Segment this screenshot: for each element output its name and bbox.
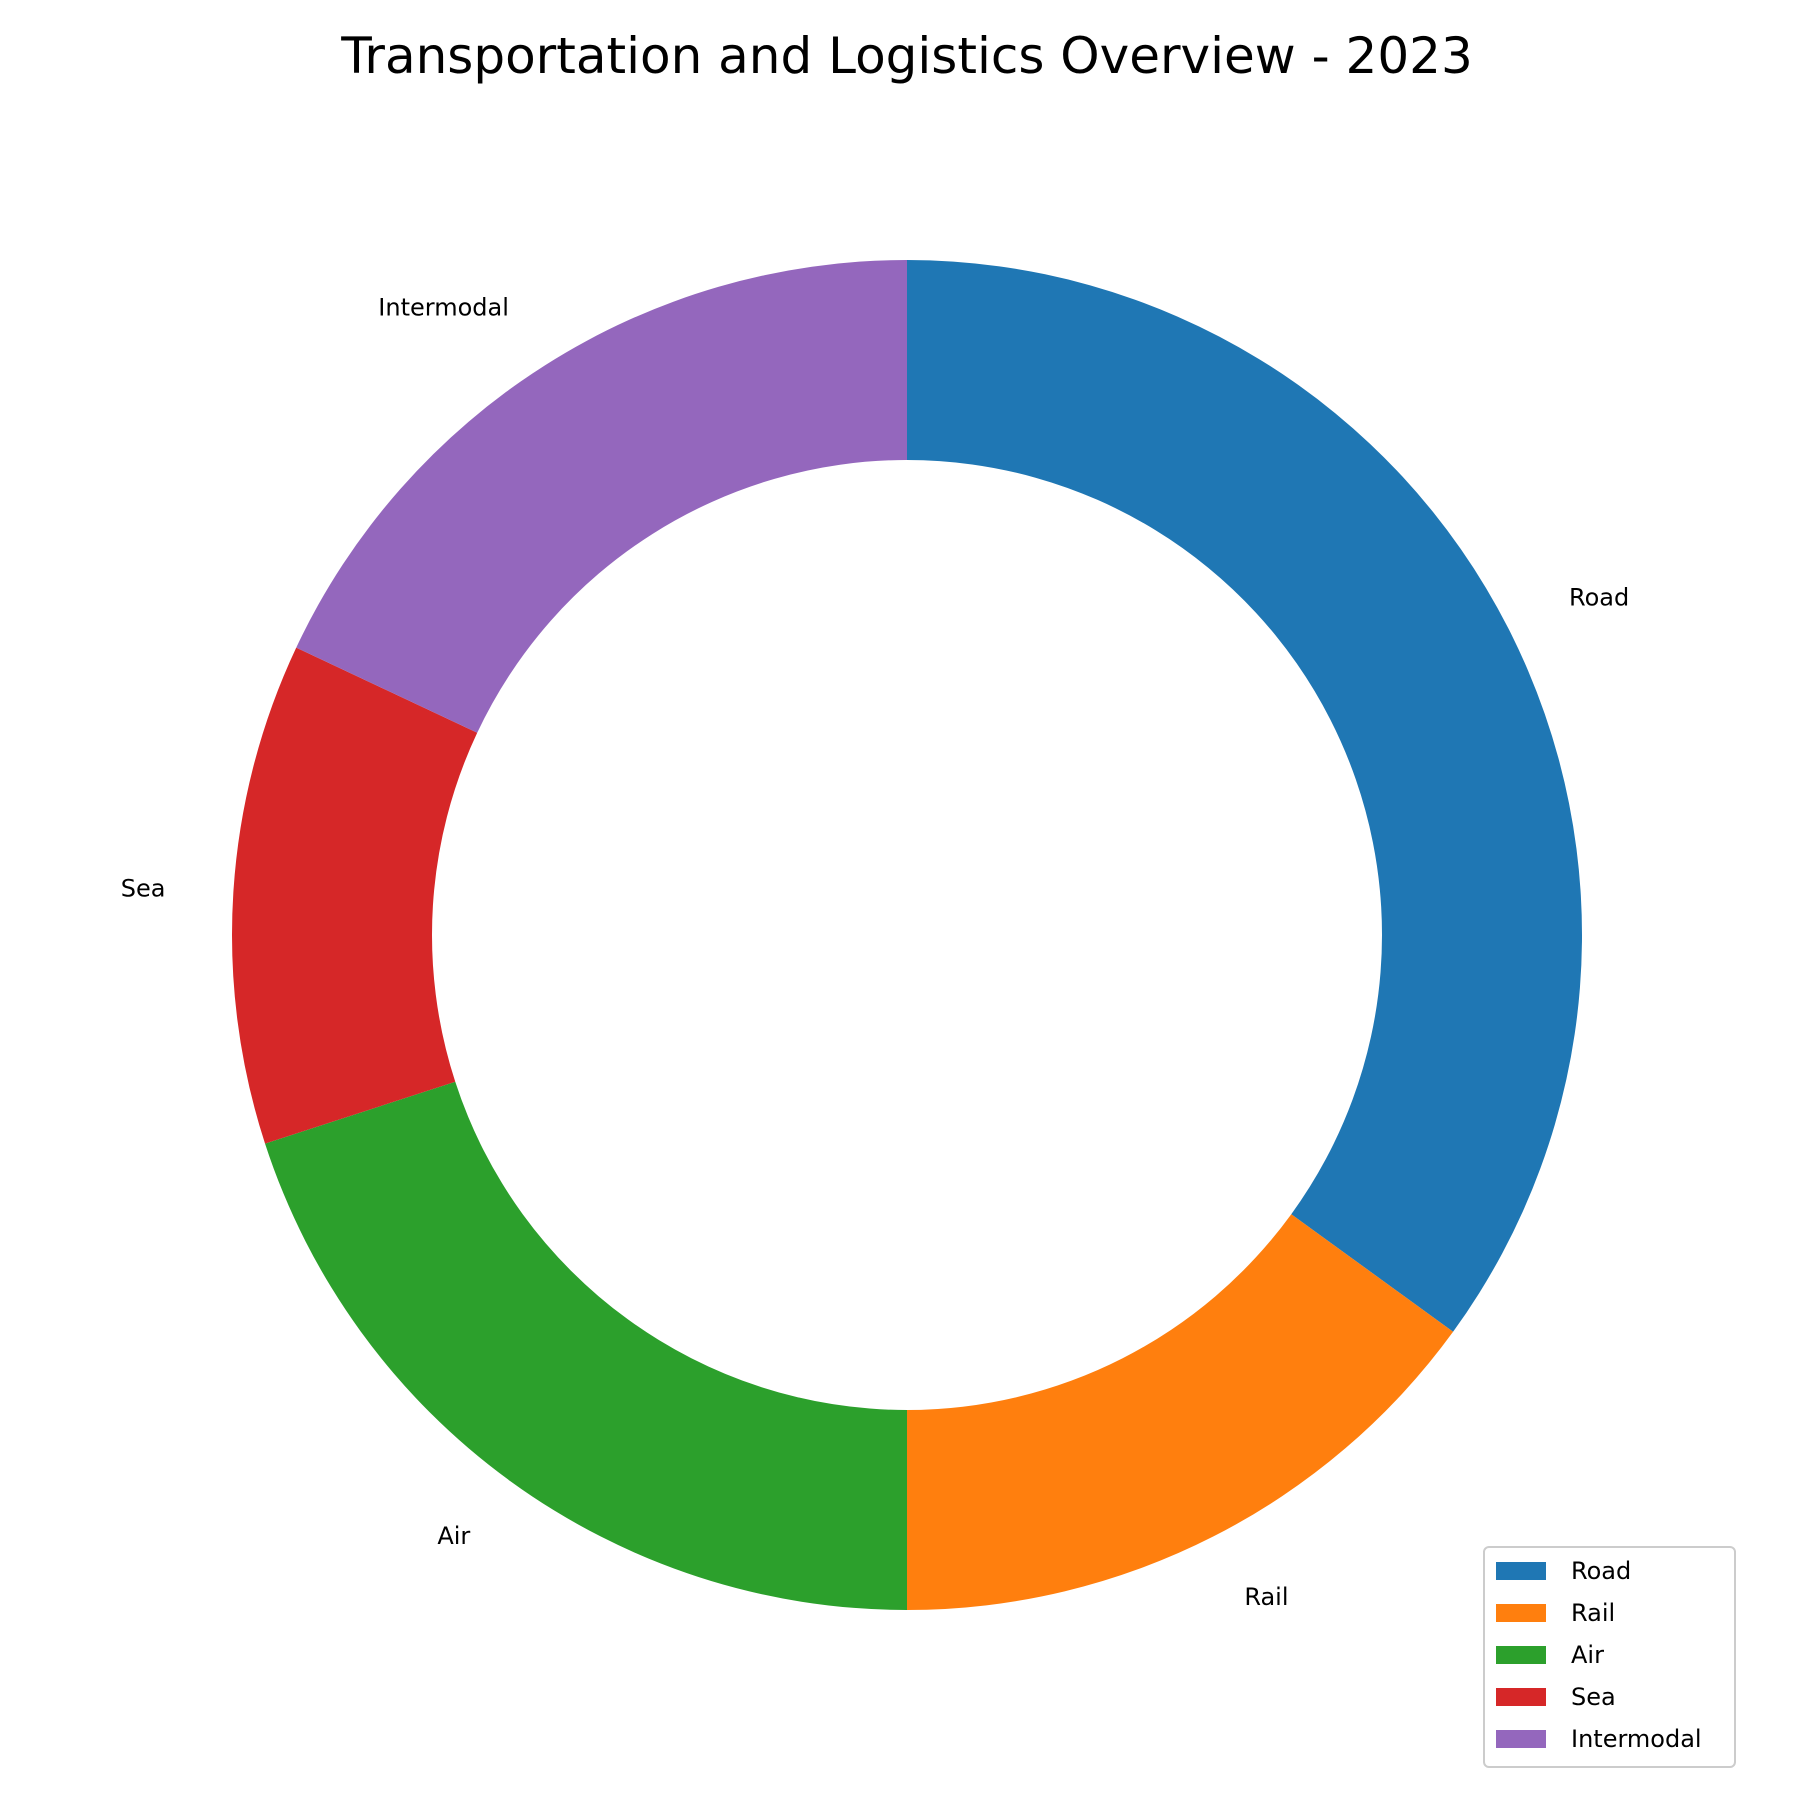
legend-frame (1483, 1546, 1736, 1768)
slice-label-road: Road (1569, 584, 1629, 612)
legend-swatch-rail (1496, 1604, 1546, 1622)
slice-label-rail: Rail (1244, 1583, 1288, 1611)
slice-rail (907, 1214, 1454, 1610)
slice-label-air: Air (437, 1522, 470, 1550)
legend-label-rail: Rail (1571, 1599, 1615, 1627)
legend-label-air: Air (1571, 1641, 1604, 1669)
slice-label-sea: Sea (121, 874, 166, 902)
legend-swatch-intermodal (1496, 1730, 1546, 1748)
slice-air (265, 1081, 907, 1610)
legend: Road Rail Air Sea Intermodal (1483, 1546, 1736, 1768)
slice-intermodal (296, 260, 908, 733)
legend-swatch-sea (1496, 1688, 1546, 1706)
slice-labels: Road Rail Air Sea Intermodal (121, 294, 1630, 1611)
chart-title: Transportation and Logistics Overview - … (340, 27, 1473, 85)
legend-label-intermodal: Intermodal (1571, 1725, 1702, 1753)
legend-label-sea: Sea (1571, 1683, 1616, 1711)
legend-items: Road Rail Air Sea Intermodal (1496, 1557, 1702, 1753)
legend-label-road: Road (1571, 1557, 1631, 1585)
slice-label-intermodal: Intermodal (378, 294, 509, 322)
legend-swatch-road (1496, 1562, 1546, 1580)
slice-sea (232, 647, 478, 1144)
legend-swatch-air (1496, 1646, 1546, 1664)
slice-road (907, 260, 1582, 1332)
donut-slices (232, 260, 1582, 1610)
